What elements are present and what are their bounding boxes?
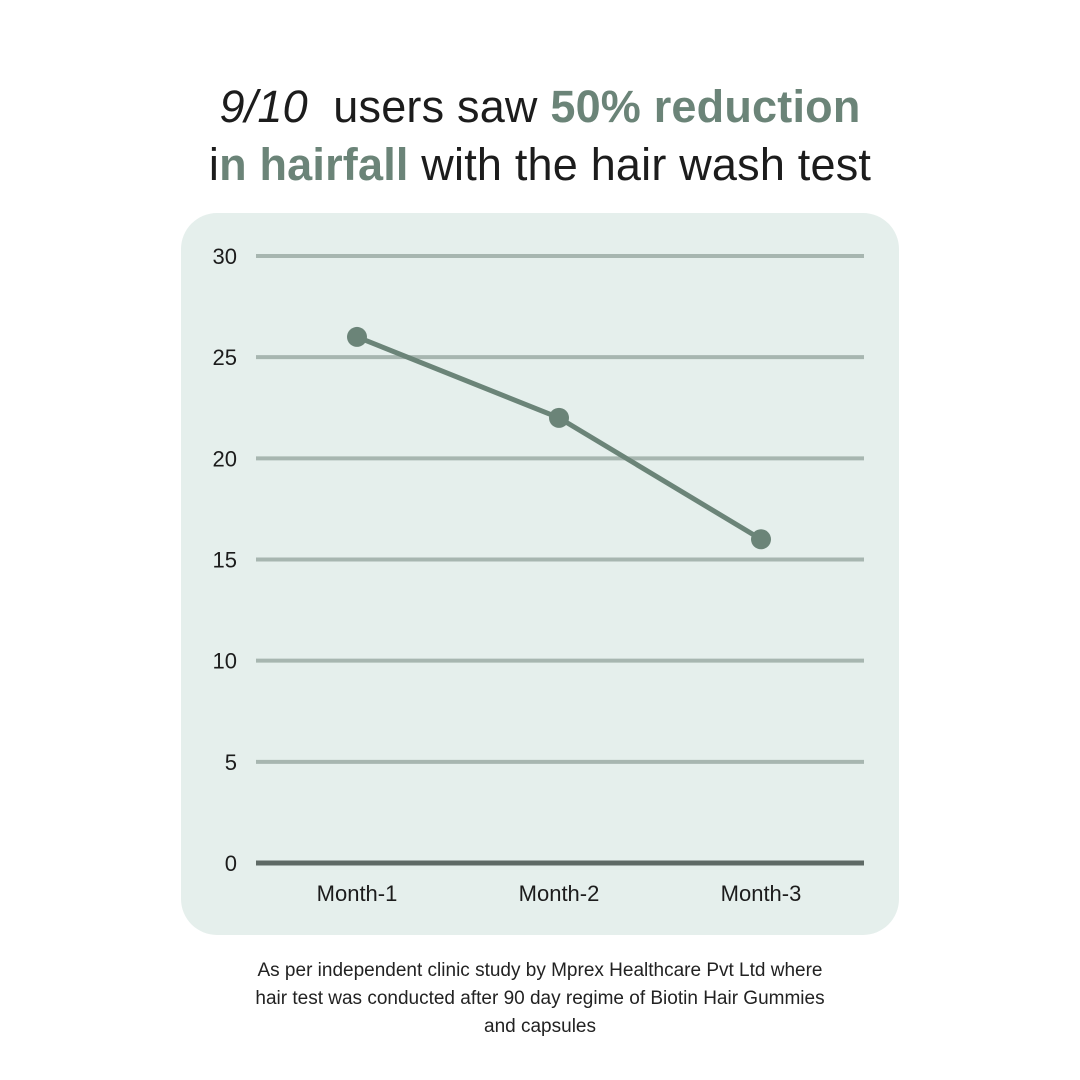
headline: 9/10 users saw 50% reduction in hairfall…: [0, 78, 1080, 194]
data-point: [751, 529, 771, 550]
y-tick-label: 15: [213, 548, 237, 573]
headline-highlight-a: 50% reduction: [550, 81, 861, 132]
headline-highlight-b: n hairfall: [219, 139, 409, 190]
footnote-line-3: and capsules: [484, 1016, 596, 1037]
headline-ratio: 9/10: [219, 81, 308, 132]
line-chart: 0 5 10 15 20 25 30 Month-1 Month-2 Month-3: [213, 244, 864, 906]
y-tick-label: 10: [213, 649, 237, 674]
headline-text-a: users saw: [307, 81, 551, 132]
x-tick-label: Month-3: [721, 881, 802, 906]
x-tick-label: Month-1: [317, 881, 398, 906]
y-tick-label: 20: [213, 446, 237, 471]
headline-text-c: with the hair wash test: [408, 139, 872, 190]
y-tick-label: 0: [225, 851, 237, 876]
y-tick-label: 25: [213, 345, 237, 370]
y-tick-label: 30: [213, 244, 237, 269]
study-footnote: As per independent clinic study by Mprex…: [160, 957, 920, 1041]
x-tick-label: Month-2: [519, 881, 600, 906]
data-point: [347, 326, 367, 347]
footnote-line-2: hair test was conducted after 90 day reg…: [255, 988, 825, 1009]
headline-text-b: i: [208, 139, 220, 190]
headline-line-2: in hairfall with the hair wash test: [0, 136, 1080, 194]
series-line: [354, 334, 764, 542]
footnote-line-1: As per independent clinic study by Mprex…: [257, 960, 823, 981]
y-tick-label: 5: [225, 750, 237, 775]
headline-line-1: 9/10 users saw 50% reduction: [0, 78, 1080, 136]
data-point: [549, 407, 569, 428]
chart-card: 0 5 10 15 20 25 30 Month-1 Month-2 Month-3: [181, 213, 899, 935]
